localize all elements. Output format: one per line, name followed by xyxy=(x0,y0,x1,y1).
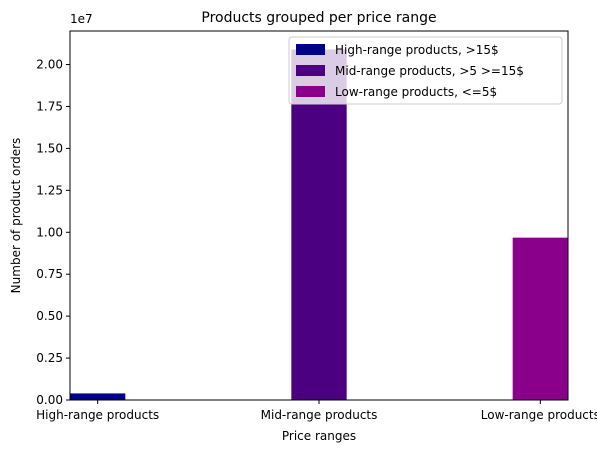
legend-entry-label: High-range products, >15$ xyxy=(335,43,499,57)
legend-entry-label: Low-range products, <=5$ xyxy=(335,85,497,99)
y-tick-label: 1.50 xyxy=(36,141,63,155)
y-tick-label: 1.75 xyxy=(36,99,63,113)
legend: High-range products, >15$ Mid-range produ… xyxy=(288,36,563,105)
plot-frame xyxy=(69,30,569,401)
x-tick-label: High-range products xyxy=(36,408,159,422)
x-axis-label: Price ranges xyxy=(282,429,356,443)
y-tick-label: 0.25 xyxy=(36,351,63,365)
legend-swatch xyxy=(296,44,325,55)
y-tick-label: 2.00 xyxy=(36,58,63,72)
bar-high xyxy=(70,393,126,400)
y-tick-label: 1.00 xyxy=(36,225,63,239)
legend-entry-label: Mid-range products, >5 >=15$ xyxy=(335,64,524,78)
legend-box xyxy=(288,36,563,105)
chart-title: Products grouped per price range xyxy=(201,10,436,26)
x-tick-label: Low-range products xyxy=(481,408,597,422)
y-axis-ticks: 0.00 0.25 0.50 0.75 1.00 1.25 1.50 1.75 2.00 xyxy=(36,58,70,407)
x-axis-ticks: High-range products Mid-range products Low… xyxy=(36,400,597,422)
bars-group xyxy=(70,49,568,400)
y-tick-label: 0.75 xyxy=(36,267,63,281)
y-axis-offset-label: 1e7 xyxy=(70,12,93,26)
legend-swatch xyxy=(296,65,325,76)
bar-mid xyxy=(291,49,347,400)
y-tick-label: 1.25 xyxy=(36,183,63,197)
legend-swatch xyxy=(296,86,325,97)
y-tick-label: 0.50 xyxy=(36,309,63,323)
y-axis-label: Number of product orders xyxy=(9,138,23,294)
y-tick-label: 0.00 xyxy=(36,393,63,407)
bar-low xyxy=(512,237,568,400)
x-tick-label: Mid-range products xyxy=(261,408,378,422)
